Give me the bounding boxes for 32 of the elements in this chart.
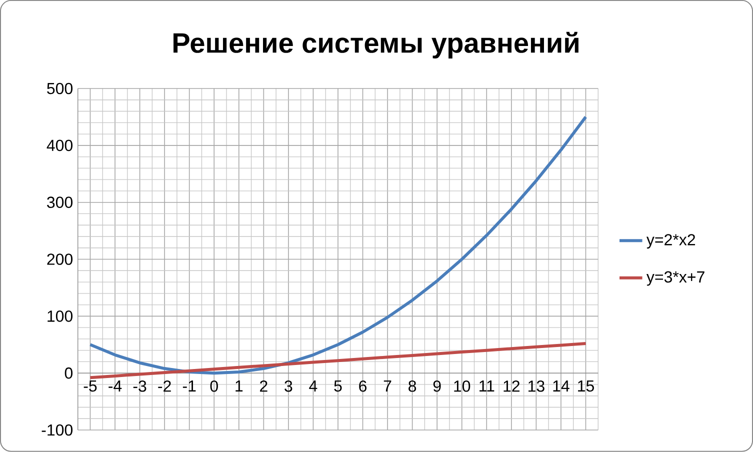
y-tick-label: 500	[47, 82, 73, 94]
x-tick-label: 9	[433, 380, 441, 392]
y-tick-label: -100	[42, 424, 73, 436]
y-tick-label: 200	[47, 254, 73, 265]
x-tick-label: 3	[284, 380, 292, 392]
x-tick-label: 1	[236, 380, 243, 392]
x-tick-label: 4	[309, 380, 318, 392]
x-tick-label: 14	[553, 380, 570, 392]
x-tick-label: -5	[84, 380, 97, 392]
x-tick-label: 6	[359, 380, 367, 392]
chart-title: Решение системы уравнений	[174, 32, 578, 59]
x-tick-label: 15	[578, 380, 594, 392]
x-tick-label: 11	[480, 380, 494, 392]
legend-label: y=2*x2	[646, 234, 696, 249]
x-tick-label: 0	[210, 380, 218, 392]
line-series	[88, 116, 588, 375]
x-tick-label: -2	[158, 380, 171, 392]
y-tick-label: 400	[46, 140, 73, 152]
x-tick-label: 2	[260, 380, 268, 392]
x-tick-label: 13	[528, 380, 544, 392]
x-tick-label: 10	[454, 380, 470, 392]
x-tick-label: -1	[182, 380, 196, 392]
y-tick-label: 100	[48, 310, 73, 322]
y-tick-label: 0	[64, 368, 73, 379]
x-tick-label: 7	[384, 380, 392, 392]
x-tick-label: -4	[108, 380, 122, 392]
x-tick-label: -3	[133, 380, 146, 392]
x-tick-label: 5	[334, 380, 342, 392]
legend-label: y=3*x+7	[646, 271, 704, 286]
y-tick-label: 300	[47, 196, 73, 208]
x-tick-label: 12	[504, 380, 520, 392]
x-tick-label: 8	[408, 380, 416, 392]
